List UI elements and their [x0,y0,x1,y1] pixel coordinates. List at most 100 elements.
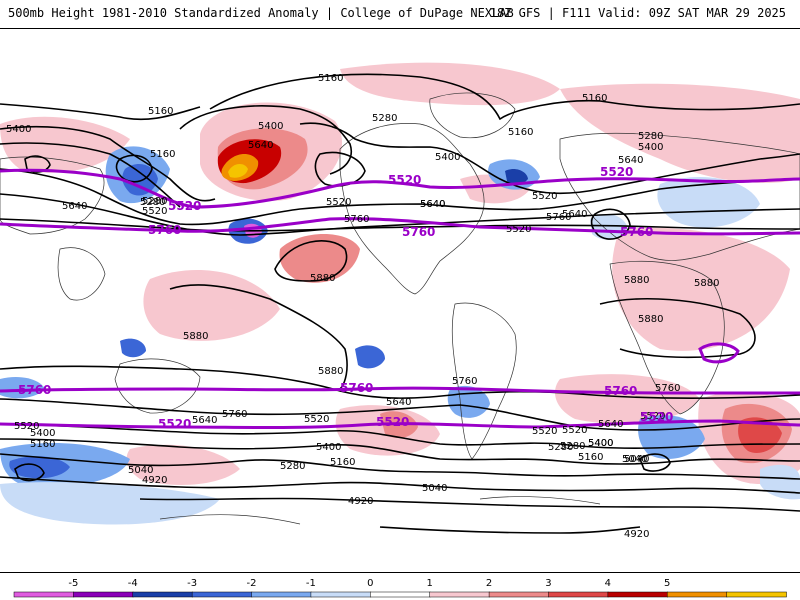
colorbar-tick-label: 4 [605,578,611,589]
contour-label: 4920 [624,529,649,540]
contour-label: 5400 [435,152,460,163]
contour-line [0,193,800,236]
negative-anomaly-region [657,176,760,228]
contour-label: 5160 [508,127,533,138]
contour-label: 5760 [452,376,477,387]
contour-label: 5640 [562,209,587,220]
negative-anomaly-region [120,338,146,358]
contour-label: 5160 [582,93,607,104]
contour-label: 5520 [14,421,39,432]
contour-label: 5640 [192,415,217,426]
anomaly-shading [0,62,800,525]
purple-contour-5760-south [0,386,800,395]
colorbar-tick-label: 3 [545,578,551,589]
contour-line [0,125,216,202]
contour-label: 5760 [344,214,369,225]
contour-line [0,423,800,450]
contour-label: 5280 [280,461,305,472]
contour-line [274,240,348,282]
contour-labels: 5160 5160 5400 5160 5280 5400 5640 5280 … [6,73,719,540]
contour-line [0,218,800,232]
contour-label: 5400 [316,442,341,453]
colorbar-tick-label: -2 [247,578,257,589]
contour-label: 4920 [348,496,373,507]
contour-line [0,168,800,226]
contour-label: 5760 [655,383,680,394]
contour-label: 5880 [310,273,335,284]
positive-anomaly-region [143,270,280,341]
purple-contour-label: 5760 [148,223,181,237]
contour-label: 5520 [640,411,665,422]
contour-label: 5160 [318,73,343,84]
contour-label: 5520 [562,425,587,436]
contour-line [599,298,756,359]
contour-label: 5400 [6,124,31,135]
contour-line [179,105,352,175]
contour-label: 5880 [638,314,663,325]
colorbar-segment [191,591,253,598]
purple-contour-label: 5520 [640,410,673,424]
contour-label: 5760 [222,409,247,420]
colorbar-scale: -5 -4 -3 -2 -1 0 1 2 3 4 5 [13,578,787,598]
contour-label: 5040 [622,454,647,465]
colorbar-segment [132,591,193,598]
colorbar-tick-label: -1 [306,578,316,589]
contour-label: 5160 [150,149,175,160]
purple-contour-label: 5760 [18,383,51,397]
anomaly-map: 5160 5160 5400 5160 5280 5400 5640 5280 … [0,62,800,540]
colorbar-segment [13,591,75,598]
contour-line [639,453,671,472]
map-title: 500mb Height 1981-2010 Standardized Anom… [8,6,514,20]
contour-label: 5520 [532,426,557,437]
coastline [451,302,517,460]
contour-line [209,73,800,121]
negative-anomaly-region [355,345,385,369]
coastline [429,92,516,139]
contour-label: 5520 [142,206,167,217]
contour-label: 5280 [638,131,663,142]
colorbar-tick-label: 1 [427,578,433,589]
colorbar-tick-label: -5 [68,578,78,589]
colorbar-tick-label: -3 [187,578,197,589]
contour-label: 5520 [326,197,351,208]
purple-contour-label: 5760 [402,225,435,239]
coastlines [0,92,800,525]
purple-contour-5760-north [0,217,800,236]
colorbar-segment [666,591,728,598]
contour-line [0,398,800,431]
height-contours [0,73,800,534]
contour-label: 5280 [142,196,167,207]
colorbar-tick-label: 0 [367,578,373,589]
positive-anomaly-region [612,227,790,351]
coastline [57,247,106,301]
contour-line [0,438,800,465]
purple-contour-label: 5520 [168,199,201,213]
contour-label: 5040 [128,465,153,476]
purple-contour-label: 5520 [388,173,421,187]
coastline [609,260,725,415]
contour-label: 5640 [248,140,273,151]
coastline [339,123,485,295]
negative-anomaly-region [0,482,220,525]
negative-anomaly-region [505,168,528,185]
contour-label: 4920 [142,475,167,486]
contour-line [299,122,800,195]
contour-line [0,103,201,121]
contour-label: 5400 [258,121,283,132]
coastline [479,496,601,505]
contour-label: 5280 [140,197,165,208]
contour-label: 5400 [30,428,55,439]
purple-contour-5520-north [0,168,800,209]
negative-anomaly-region [590,214,628,240]
colorbar-segment [73,591,134,598]
colorbar-segment [429,591,490,598]
contour-label: 5880 [624,275,649,286]
contour-label: 5280 [548,442,573,453]
contour-label: 5520 [532,191,557,202]
contour-label: 5160 [148,106,173,117]
colorbar-segment [370,591,431,598]
contour-label: 5640 [420,199,445,210]
contour-label: 5040 [624,454,649,465]
header: 500mb Height 1981-2010 Standardized Anom… [0,0,800,28]
negative-anomaly-region [122,164,158,196]
